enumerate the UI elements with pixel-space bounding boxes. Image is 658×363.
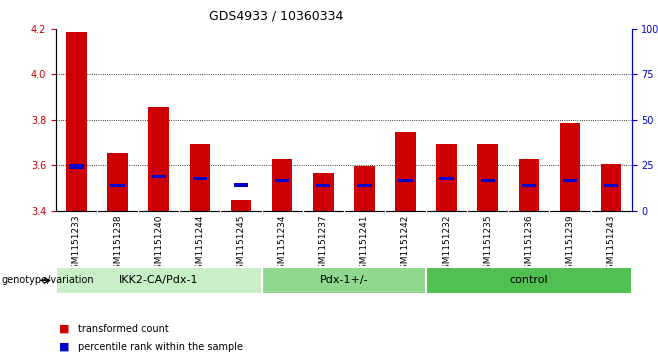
Bar (151, 175, 166, 178)
Text: GSM1151232: GSM1151232 (442, 215, 451, 275)
Text: Pdx-1+/-: Pdx-1+/- (320, 276, 368, 285)
Text: ■: ■ (59, 323, 70, 334)
FancyBboxPatch shape (262, 266, 426, 294)
Bar (436, 144, 457, 211)
Text: IKK2-CA/Pdx-1: IKK2-CA/Pdx-1 (119, 276, 199, 285)
Text: GSM1151240: GSM1151240 (154, 215, 163, 275)
Bar (66, 32, 87, 211)
Text: GSM1151236: GSM1151236 (524, 215, 534, 276)
Text: genotype/variation: genotype/variation (1, 276, 94, 285)
Text: GSM1151238: GSM1151238 (113, 215, 122, 276)
Bar (601, 164, 621, 211)
Text: GSM1151235: GSM1151235 (483, 215, 492, 276)
Bar (354, 166, 374, 211)
Bar (111, 184, 125, 187)
Bar (190, 144, 210, 211)
Bar (69, 164, 84, 168)
Bar (395, 132, 416, 211)
Text: GDS4933 / 10360334: GDS4933 / 10360334 (209, 9, 343, 22)
Bar (480, 179, 495, 182)
Bar (398, 179, 413, 182)
Bar (193, 177, 207, 180)
Bar (149, 107, 169, 211)
Text: GSM1151243: GSM1151243 (607, 215, 616, 275)
Bar (604, 184, 619, 187)
Bar (478, 144, 498, 211)
Bar (522, 184, 536, 187)
Text: percentile rank within the sample: percentile rank within the sample (78, 342, 243, 352)
Bar (107, 153, 128, 211)
Text: GSM1151237: GSM1151237 (318, 215, 328, 276)
Text: transformed count: transformed count (78, 323, 168, 334)
FancyBboxPatch shape (426, 266, 632, 294)
Bar (316, 184, 330, 187)
Bar (272, 159, 292, 211)
Text: GSM1151244: GSM1151244 (195, 215, 205, 275)
Bar (563, 179, 577, 182)
Bar (234, 183, 248, 187)
Text: control: control (509, 276, 548, 285)
Text: GSM1151233: GSM1151233 (72, 215, 81, 276)
Text: GSM1151242: GSM1151242 (401, 215, 410, 275)
Bar (519, 159, 539, 211)
Text: GSM1151241: GSM1151241 (360, 215, 369, 275)
Bar (560, 123, 580, 211)
FancyBboxPatch shape (56, 266, 262, 294)
Bar (357, 184, 372, 187)
Text: ■: ■ (59, 342, 70, 352)
Text: GSM1151234: GSM1151234 (278, 215, 287, 275)
Text: GSM1151245: GSM1151245 (236, 215, 245, 275)
Bar (440, 177, 454, 180)
Text: GSM1151239: GSM1151239 (565, 215, 574, 276)
Bar (313, 173, 334, 211)
Bar (231, 200, 251, 211)
Bar (275, 179, 290, 182)
